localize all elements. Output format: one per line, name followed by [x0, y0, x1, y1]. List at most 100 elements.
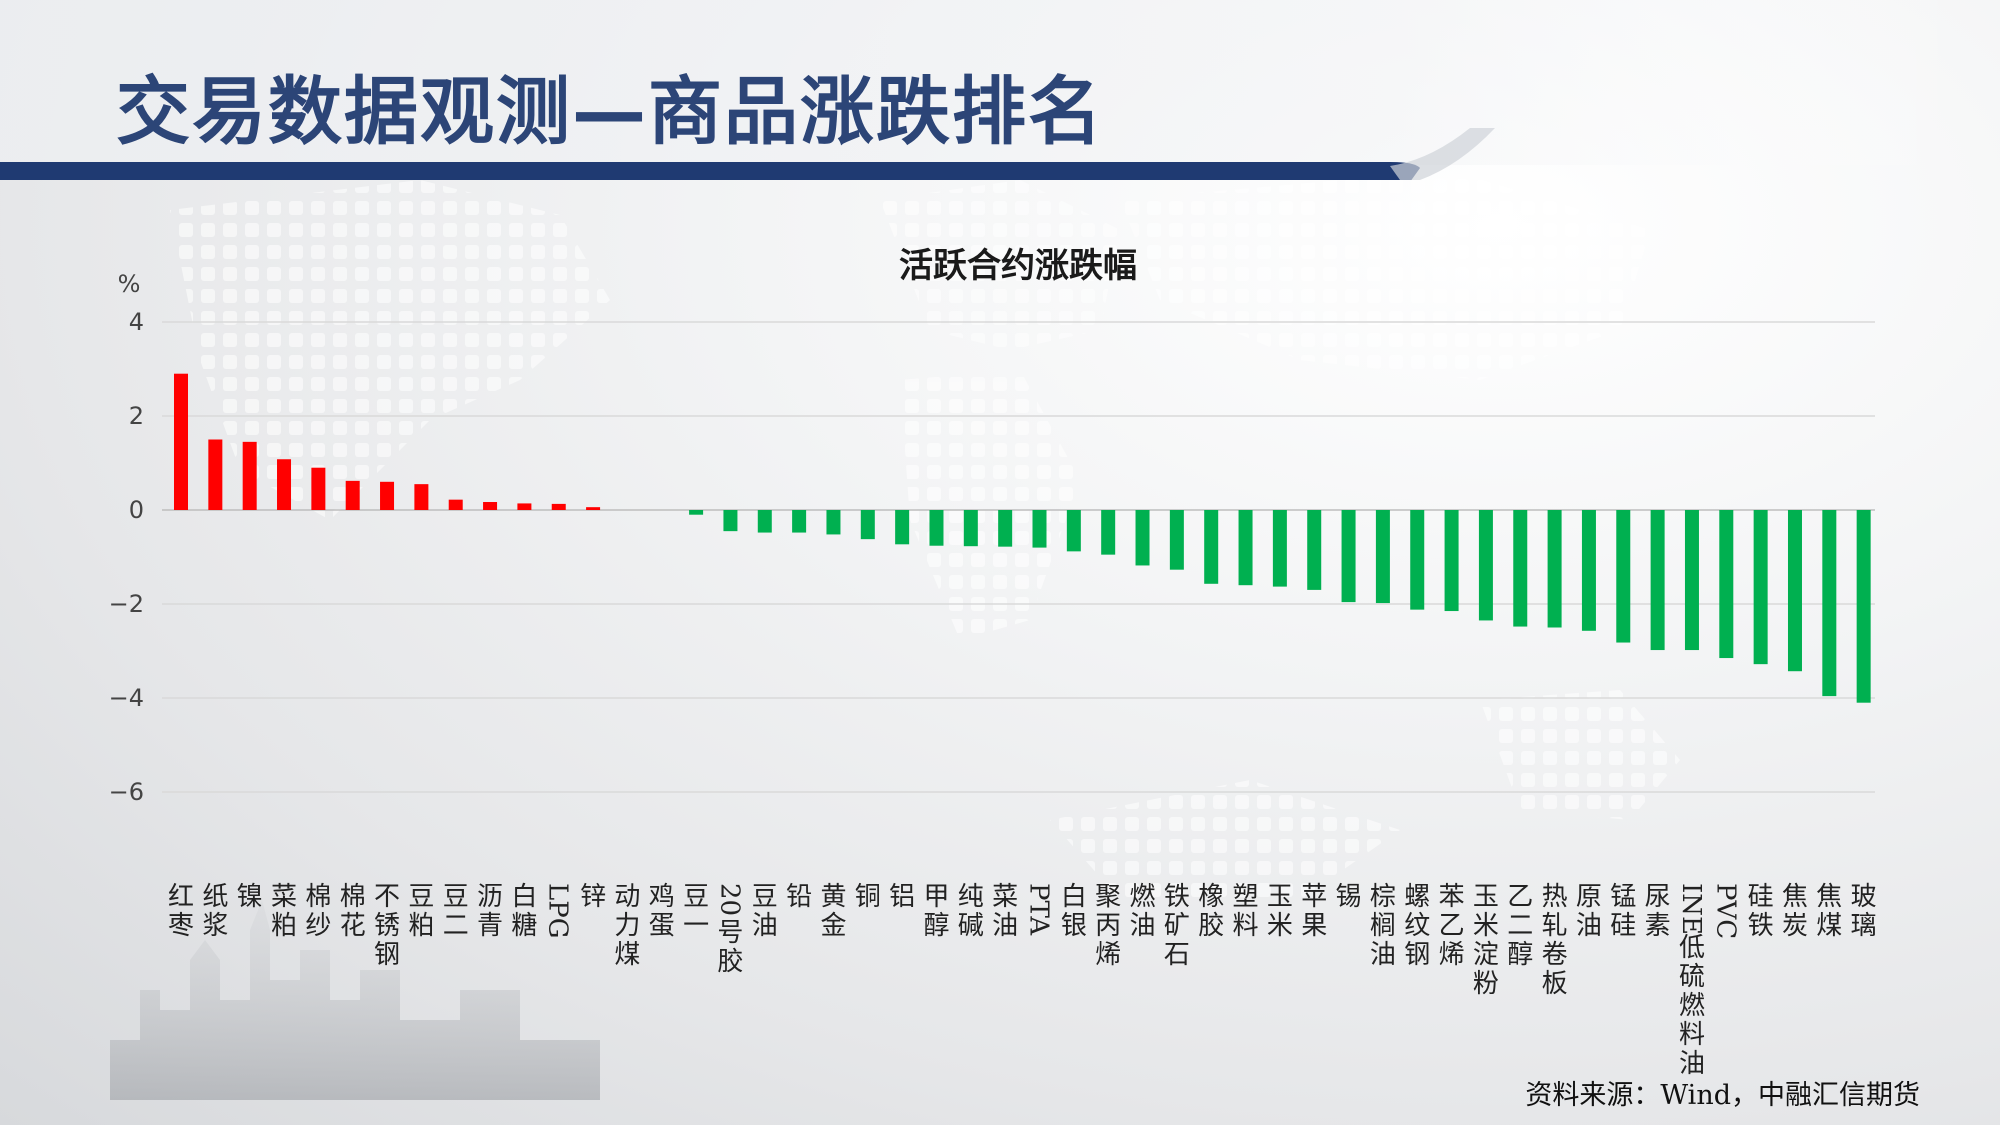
svg-text:棕: 棕 — [1370, 882, 1396, 912]
bar — [517, 503, 532, 510]
svg-text:豆: 豆 — [683, 882, 709, 912]
bar — [1478, 510, 1493, 621]
svg-text:石: 石 — [1164, 940, 1190, 970]
bar — [929, 510, 944, 546]
svg-text:铝: 铝 — [889, 882, 915, 912]
svg-text:糖: 糖 — [511, 911, 537, 941]
svg-text:铅: 铅 — [786, 882, 812, 912]
svg-text:油: 油 — [1679, 1049, 1705, 1079]
bar — [998, 510, 1013, 547]
bar — [1272, 510, 1287, 587]
x-tick-label: 豆油 — [752, 882, 778, 941]
title-band — [0, 0, 2000, 180]
svg-text:豆: 豆 — [408, 882, 434, 912]
svg-text:醇: 醇 — [1507, 940, 1533, 970]
svg-text:硅: 硅 — [1610, 911, 1636, 941]
svg-text:原: 原 — [1576, 882, 1602, 912]
bar — [1616, 510, 1631, 643]
x-tick-label: 菜油 — [992, 882, 1018, 941]
svg-text:鸡: 鸡 — [649, 882, 675, 912]
x-tick-label: 铝 — [889, 882, 915, 912]
svg-text:丙: 丙 — [1095, 911, 1121, 941]
svg-text:黄: 黄 — [820, 882, 846, 912]
x-tick-label: 锰硅 — [1610, 882, 1636, 941]
svg-text:煤: 煤 — [614, 940, 640, 970]
x-tick-label: 豆一 — [683, 882, 709, 941]
x-tick-label: 苹果 — [1301, 882, 1327, 941]
svg-text:锰: 锰 — [1610, 882, 1636, 912]
bar — [345, 480, 360, 510]
svg-text:镍: 镍 — [237, 882, 263, 912]
svg-text:二: 二 — [1507, 911, 1533, 941]
bar — [689, 510, 704, 515]
svg-text:钢: 钢 — [374, 940, 400, 970]
bar — [174, 373, 188, 510]
svg-text:矿: 矿 — [1164, 911, 1190, 941]
svg-text:LPG: LPG — [543, 883, 573, 939]
bar — [895, 510, 910, 545]
svg-text:米: 米 — [1267, 911, 1293, 941]
svg-text:菜: 菜 — [992, 882, 1018, 912]
bar — [1101, 510, 1116, 555]
svg-text:锌: 锌 — [580, 882, 606, 912]
svg-text:烯: 烯 — [1439, 940, 1465, 970]
x-tick-label: 纸浆 — [202, 882, 228, 941]
svg-text:豆: 豆 — [443, 882, 469, 912]
svg-text:苹: 苹 — [1301, 882, 1327, 912]
svg-text:硫: 硫 — [1679, 962, 1705, 992]
x-tick-label: 焦煤 — [1816, 882, 1842, 941]
x-tick-label: 白糖 — [511, 882, 537, 941]
svg-text:钢: 钢 — [1404, 940, 1430, 970]
svg-text:锡: 锡 — [1336, 882, 1362, 912]
x-tick-label: 动力煤 — [614, 882, 640, 970]
svg-text:螺: 螺 — [1404, 882, 1430, 912]
svg-text:醇: 醇 — [923, 911, 949, 941]
x-tick-label: 白银 — [1061, 882, 1087, 941]
source-note: 资料来源：Wind，中融汇信期货 — [1525, 1080, 1920, 1111]
svg-text:动: 动 — [614, 882, 640, 912]
bar — [1856, 510, 1871, 703]
svg-text:二: 二 — [443, 911, 469, 941]
x-tick-label: 镍 — [237, 882, 263, 912]
x-tick-label: 沥青 — [477, 882, 503, 941]
svg-text:橡: 橡 — [1198, 882, 1224, 912]
x-tick-label: 纯碱 — [958, 882, 984, 941]
x-tick-label: PTA — [1024, 883, 1054, 936]
svg-text:榈: 榈 — [1370, 911, 1396, 941]
y-tick-label: −2 — [109, 590, 144, 618]
x-tick-label: 黄金 — [820, 882, 846, 941]
svg-text:璃: 璃 — [1851, 911, 1877, 941]
svg-text:煤: 煤 — [1816, 911, 1842, 941]
x-tick-label: 铁矿石 — [1164, 882, 1190, 970]
bar — [380, 481, 395, 510]
page-title: 交易数据观测—商品涨跌排名 — [116, 69, 1104, 155]
x-tick-label: 红枣 — [168, 882, 194, 941]
svg-text:浆: 浆 — [202, 911, 228, 941]
bar — [1581, 510, 1596, 631]
y-tick-label: 4 — [129, 308, 144, 336]
svg-text:号: 号 — [717, 918, 743, 948]
svg-text:淀: 淀 — [1473, 940, 1499, 970]
svg-text:烯: 烯 — [1095, 940, 1121, 970]
svg-text:乙: 乙 — [1439, 911, 1465, 941]
svg-text:纯: 纯 — [958, 882, 984, 912]
x-tick-label: PVC — [1710, 883, 1740, 939]
svg-text:纱: 纱 — [305, 911, 331, 941]
svg-text:尿: 尿 — [1645, 882, 1671, 912]
svg-text:粕: 粕 — [271, 911, 297, 941]
svg-text:纹: 纹 — [1404, 911, 1430, 941]
x-tick-label: 苯乙烯 — [1439, 882, 1465, 970]
svg-text:乙: 乙 — [1507, 882, 1533, 912]
svg-text:板: 板 — [1542, 969, 1568, 999]
svg-text:INE: INE — [1676, 883, 1706, 935]
bar — [1341, 510, 1356, 603]
x-tick-label: 鸡蛋 — [649, 882, 675, 941]
bar — [551, 503, 566, 510]
svg-text:白: 白 — [1061, 882, 1087, 912]
x-tick-label: 焦炭 — [1782, 882, 1808, 941]
svg-text:硅: 硅 — [1748, 882, 1774, 912]
x-tick-label: 玉米 — [1267, 882, 1293, 941]
bar — [586, 507, 601, 510]
